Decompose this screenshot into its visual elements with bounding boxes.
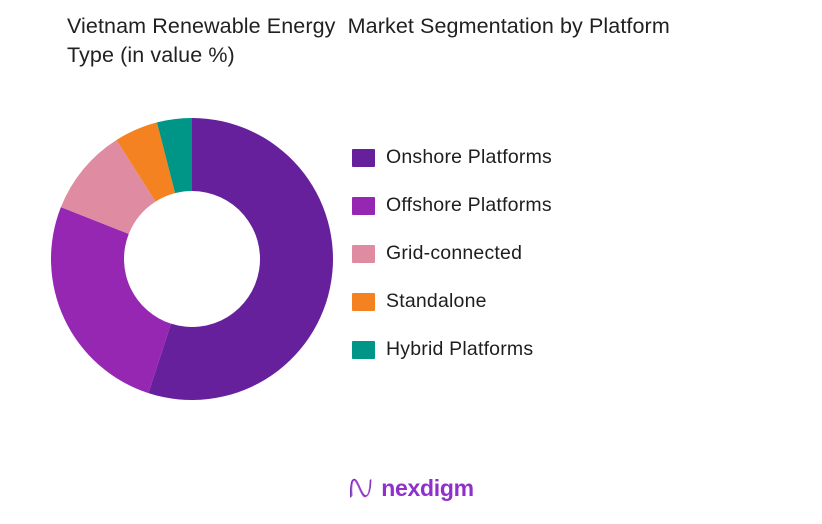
- donut-segment-3: [116, 122, 176, 202]
- legend-item: Offshore Platforms: [352, 194, 552, 217]
- legend-label: Grid-connected: [386, 242, 523, 265]
- donut-chart-area: [50, 118, 333, 401]
- donut-segment-0: [148, 118, 333, 401]
- nexdigm-n-wave-icon: [350, 478, 372, 498]
- footer-branding: nexdigm: [0, 474, 822, 502]
- legend-item: Hybrid Platforms: [352, 338, 552, 361]
- donut-segment-1: [50, 207, 171, 394]
- chart-title-line-2: Type (in value %): [67, 43, 235, 67]
- legend-item: Onshore Platforms: [352, 146, 552, 169]
- legend-item: Standalone: [352, 290, 552, 313]
- legend-label: Standalone: [386, 290, 487, 313]
- chart-title: Vietnam Renewable Energy Market Segmenta…: [67, 12, 767, 70]
- chart-title-line-1: Vietnam Renewable Energy Market Segmenta…: [67, 14, 670, 38]
- donut-chart: [50, 118, 333, 401]
- legend-swatch-icon: [352, 245, 375, 263]
- legend-swatch-icon: [352, 149, 375, 167]
- legend-label: Onshore Platforms: [386, 146, 552, 169]
- donut-segment-4: [156, 118, 192, 194]
- legend-swatch-icon: [352, 293, 375, 311]
- chart-legend: Onshore Platforms Offshore Platforms Gri…: [352, 146, 552, 389]
- legend-swatch-icon: [352, 341, 375, 359]
- legend-label: Hybrid Platforms: [386, 338, 534, 361]
- legend-item: Grid-connected: [352, 242, 552, 265]
- legend-swatch-icon: [352, 197, 375, 215]
- legend-label: Offshore Platforms: [386, 194, 552, 217]
- brand-wordmark: nexdigm: [381, 474, 474, 501]
- donut-segment-2: [60, 139, 156, 234]
